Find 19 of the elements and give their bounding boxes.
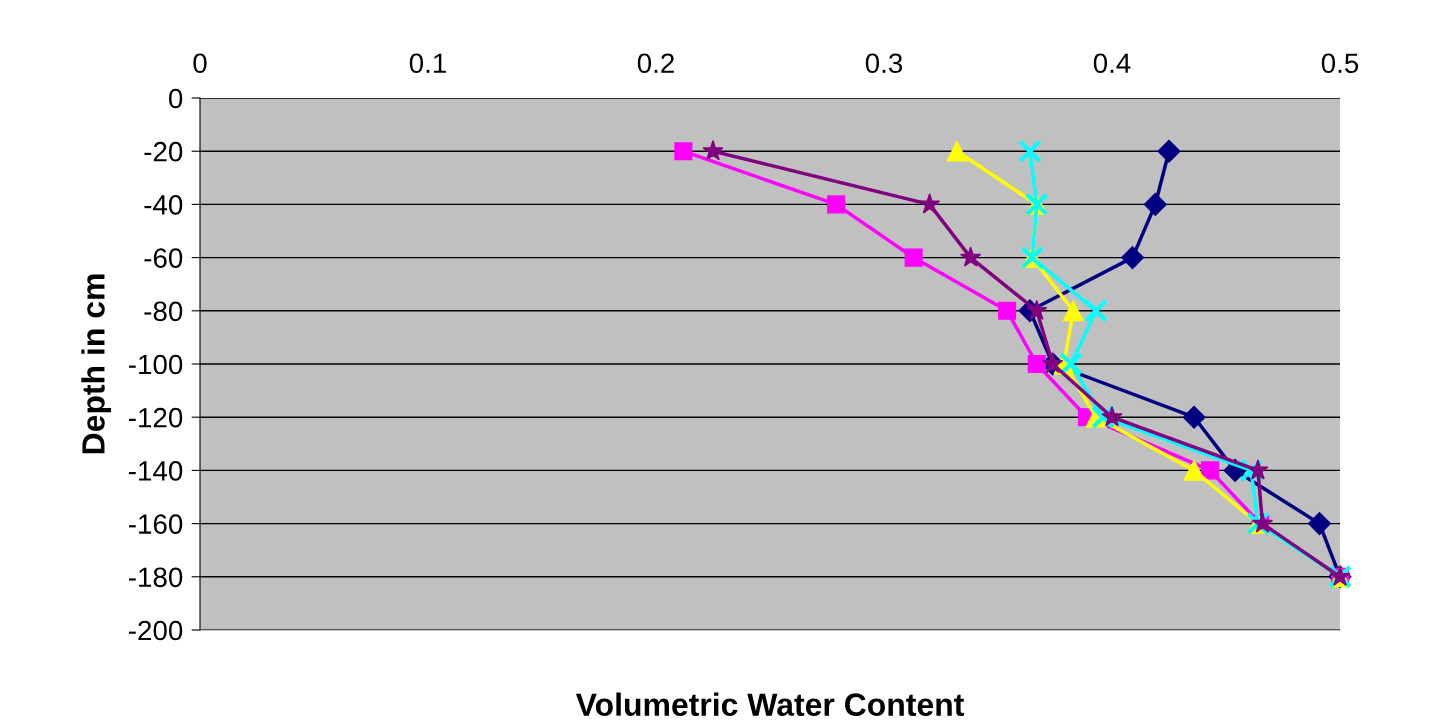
x-tick-label: 0.2	[637, 53, 674, 74]
y-tick-label: -160	[128, 514, 183, 534]
y-tick-label: -80	[144, 301, 183, 322]
x-tick-label: 0.4	[1093, 53, 1131, 74]
y-tick-label: -20	[144, 141, 183, 162]
x-tick-label: 0.3	[865, 53, 903, 74]
x-tick-label: 0.5	[1321, 53, 1359, 74]
x-axis-title: Volumetric Water Content	[575, 692, 964, 716]
x-tick-label: 0	[193, 53, 207, 74]
y-tick-label: -40	[144, 195, 183, 215]
y-tick-label: -120	[128, 407, 183, 428]
x-tick-label: 0.1	[409, 53, 446, 74]
y-tick-label: -100	[128, 354, 183, 375]
y-tick-label: -180	[128, 567, 183, 588]
y-tick-label: 0	[168, 88, 183, 109]
y-tick-label: -200	[128, 620, 183, 641]
y-axis-title: Depth in cm	[81, 274, 112, 454]
y-tick-label: -60	[144, 248, 183, 268]
y-tick-label: -140	[128, 461, 183, 481]
